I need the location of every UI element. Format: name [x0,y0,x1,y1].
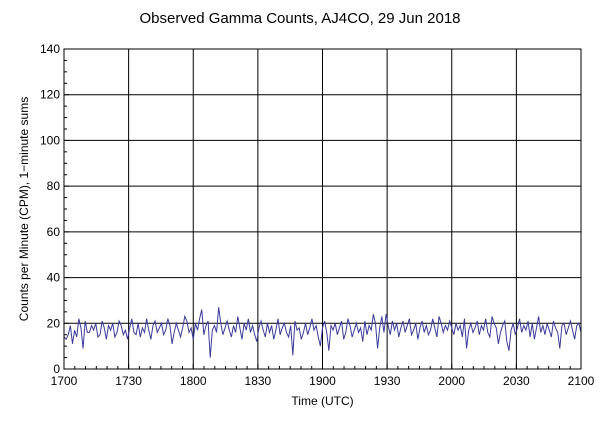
y-tick-label: 140 [40,42,60,56]
tick-label-layer: 1700 1730 1800 1830 1900 1930 2000 2030 2100 0 20 4… [40,42,595,388]
x-tick-label: 2030 [503,374,530,388]
x-tick-label: 2100 [568,374,595,388]
chart-title: Observed Gamma Counts, AJ4CO, 29 Jun 201… [139,10,461,27]
plot-frame [63,48,582,370]
y-tick-label: 40 [47,271,61,285]
y-tick-label: 0 [53,362,60,376]
x-axis-label: Time (UTC) [291,394,354,408]
series-layer [63,307,582,358]
y-axis-label: Counts per Minute (CPM), 1−minute sums [17,96,31,322]
y-tick-label: 80 [47,179,61,193]
x-tick-label: 2000 [438,374,465,388]
y-tick-label: 120 [40,88,60,102]
y-tick-label: 100 [40,133,60,147]
x-tick-label: 1800 [180,374,207,388]
x-tick-label: 1700 [51,374,78,388]
x-tick-label: 1730 [115,374,142,388]
x-tick-label: 1930 [374,374,401,388]
y-tick-label: 20 [47,316,61,330]
grid-layer [64,49,581,369]
x-tick-label: 1830 [245,374,272,388]
gamma-count-series-line [63,307,582,358]
x-tick-label: 1900 [309,374,336,388]
y-tick-label: 60 [47,225,61,239]
